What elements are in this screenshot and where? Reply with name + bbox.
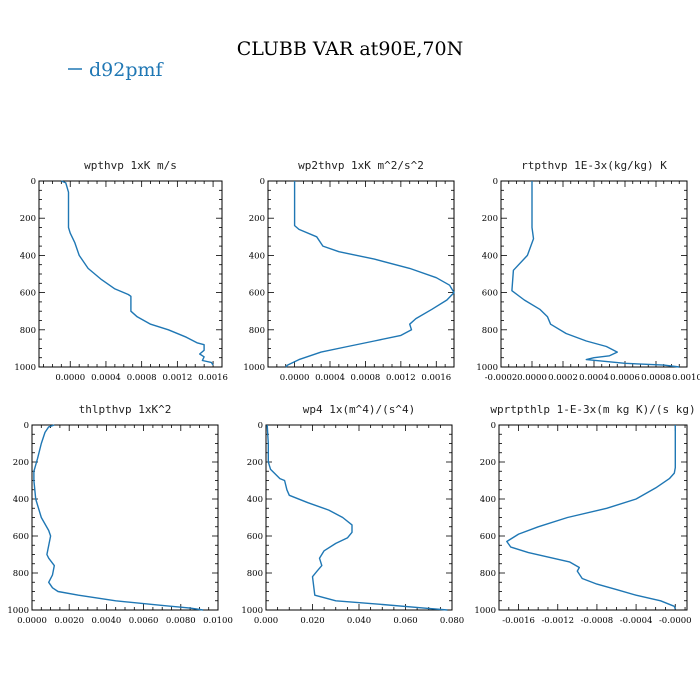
y-tick-label: 1000	[474, 606, 496, 616]
x-tick-label: 0.0002	[548, 373, 578, 383]
y-tick-label: 1000	[14, 363, 36, 373]
y-tick-label: 200	[20, 214, 36, 224]
panel-title: rtpthvp 1E-3x(kg/kg) K	[521, 159, 667, 172]
x-tick-label: 0.000	[254, 616, 278, 626]
panel-3: rtpthvp 1E-3x(kg/kg) K 0 200 400 600 800 1000-…	[476, 159, 700, 383]
figure-title: CLUBB VAR at90E,70N	[237, 38, 463, 60]
panel-title: wp2thvp 1xK m^2/s^2	[298, 159, 424, 172]
legend-label: d92pmf	[89, 59, 165, 81]
x-tick-label: -0.0000	[659, 616, 692, 626]
y-tick-label: 200	[482, 214, 498, 224]
x-tick-label: 0.0016	[421, 373, 451, 383]
x-tick-label: 0.0000	[55, 373, 85, 383]
y-tick-label: 800	[20, 326, 36, 336]
panel-2: wp2thvp 1xK m^2/s^2 0 200 400 600 800 1000 0.00…	[243, 159, 455, 383]
x-tick-label: 0.0008	[351, 373, 381, 383]
y-tick-label: 600	[249, 289, 265, 299]
series-line-d92pmf	[506, 425, 676, 610]
series-line-d92pmf	[266, 424, 448, 611]
y-tick-label: 0	[493, 177, 498, 187]
x-tick-label: 0.040	[347, 616, 371, 626]
x-tick-label: 0.0010	[672, 373, 700, 383]
y-tick-label: 400	[249, 251, 265, 261]
panel-title: thlpthvp 1xK^2	[79, 403, 172, 416]
x-tick-label: -0.0002	[485, 373, 518, 383]
y-tick-label: 600	[13, 532, 29, 542]
panel-1: wpthvp 1xK m/s 0 200 400 600 800 1000 0.0000 0.0…	[14, 159, 228, 383]
x-tick-label: -0.0012	[541, 616, 574, 626]
x-tick-label: 0.0012	[386, 373, 416, 383]
x-tick-label: 0.060	[393, 616, 417, 626]
panel-title: wprtpthlp 1-E-3x(m kg K)/(s kg)	[490, 403, 695, 416]
y-tick-label: 400	[482, 251, 498, 261]
x-tick-label: 0.0006	[610, 373, 640, 383]
x-tick-label: 0.0000	[517, 373, 547, 383]
y-tick-label: 0	[260, 177, 265, 187]
y-tick-label: 800	[249, 326, 265, 336]
y-tick-label: 0	[491, 421, 496, 431]
series-line-d92pmf	[511, 181, 680, 368]
y-tick-label: 800	[480, 569, 496, 579]
x-tick-label: 0.0060	[129, 616, 159, 626]
series-line-d92pmf	[285, 181, 455, 368]
y-tick-label: 200	[13, 458, 29, 468]
x-tick-label: 0.0004	[315, 373, 345, 383]
x-tick-label: -0.0008	[581, 616, 614, 626]
y-tick-label: 0	[258, 421, 263, 431]
y-tick-label: 800	[247, 569, 263, 579]
panel-title: wp4 1x(m^4)/(s^4)	[303, 403, 416, 416]
y-tick-label: 600	[482, 289, 498, 299]
x-tick-label: 0.0016	[198, 373, 228, 383]
y-tick-label: 800	[482, 326, 498, 336]
y-tick-label: 800	[13, 569, 29, 579]
plot-frame	[265, 424, 453, 611]
plot-frame	[31, 424, 219, 611]
x-tick-label: 0.0020	[54, 616, 84, 626]
panel-title: wpthvp 1xK m/s	[84, 159, 177, 172]
x-tick-label: 0.080	[440, 616, 464, 626]
y-tick-label: 600	[480, 532, 496, 542]
y-tick-label: 400	[247, 495, 263, 505]
y-tick-label: 0	[24, 421, 29, 431]
x-tick-label: 0.0000	[280, 373, 310, 383]
y-tick-label: 1000	[7, 606, 29, 616]
y-tick-label: 1000	[243, 363, 265, 373]
y-tick-label: 400	[480, 495, 496, 505]
x-tick-label: 0.0008	[127, 373, 157, 383]
legend: d92pmf	[68, 59, 165, 81]
x-tick-label: 0.0040	[92, 616, 122, 626]
y-tick-label: 1000	[241, 606, 263, 616]
plot-frame	[500, 180, 688, 368]
y-tick-label: 600	[247, 532, 263, 542]
plot-frame	[38, 180, 223, 368]
panel-6: wprtpthlp 1-E-3x(m kg K)/(s kg) 0 200 400 60…	[474, 403, 695, 626]
x-tick-label: -0.0016	[502, 616, 535, 626]
y-tick-label: 0	[31, 177, 36, 187]
y-tick-label: 1000	[476, 363, 498, 373]
y-tick-label: 200	[480, 458, 496, 468]
x-tick-label: 0.0012	[162, 373, 192, 383]
x-tick-label: 0.0004	[579, 373, 609, 383]
series-line-d92pmf	[33, 424, 204, 611]
series-line-d92pmf	[61, 180, 214, 366]
x-tick-label: 0.0100	[203, 616, 233, 626]
x-tick-label: -0.0004	[620, 616, 653, 626]
x-tick-label: 0.0080	[166, 616, 196, 626]
y-tick-label: 600	[20, 289, 36, 299]
x-tick-label: 0.0008	[641, 373, 671, 383]
y-tick-label: 400	[20, 251, 36, 261]
x-tick-label: 0.020	[300, 616, 324, 626]
y-tick-label: 200	[249, 214, 265, 224]
y-tick-label: 400	[13, 495, 29, 505]
x-tick-label: 0.0004	[91, 373, 121, 383]
y-tick-label: 200	[247, 458, 263, 468]
x-tick-label: 0.0000	[17, 616, 47, 626]
